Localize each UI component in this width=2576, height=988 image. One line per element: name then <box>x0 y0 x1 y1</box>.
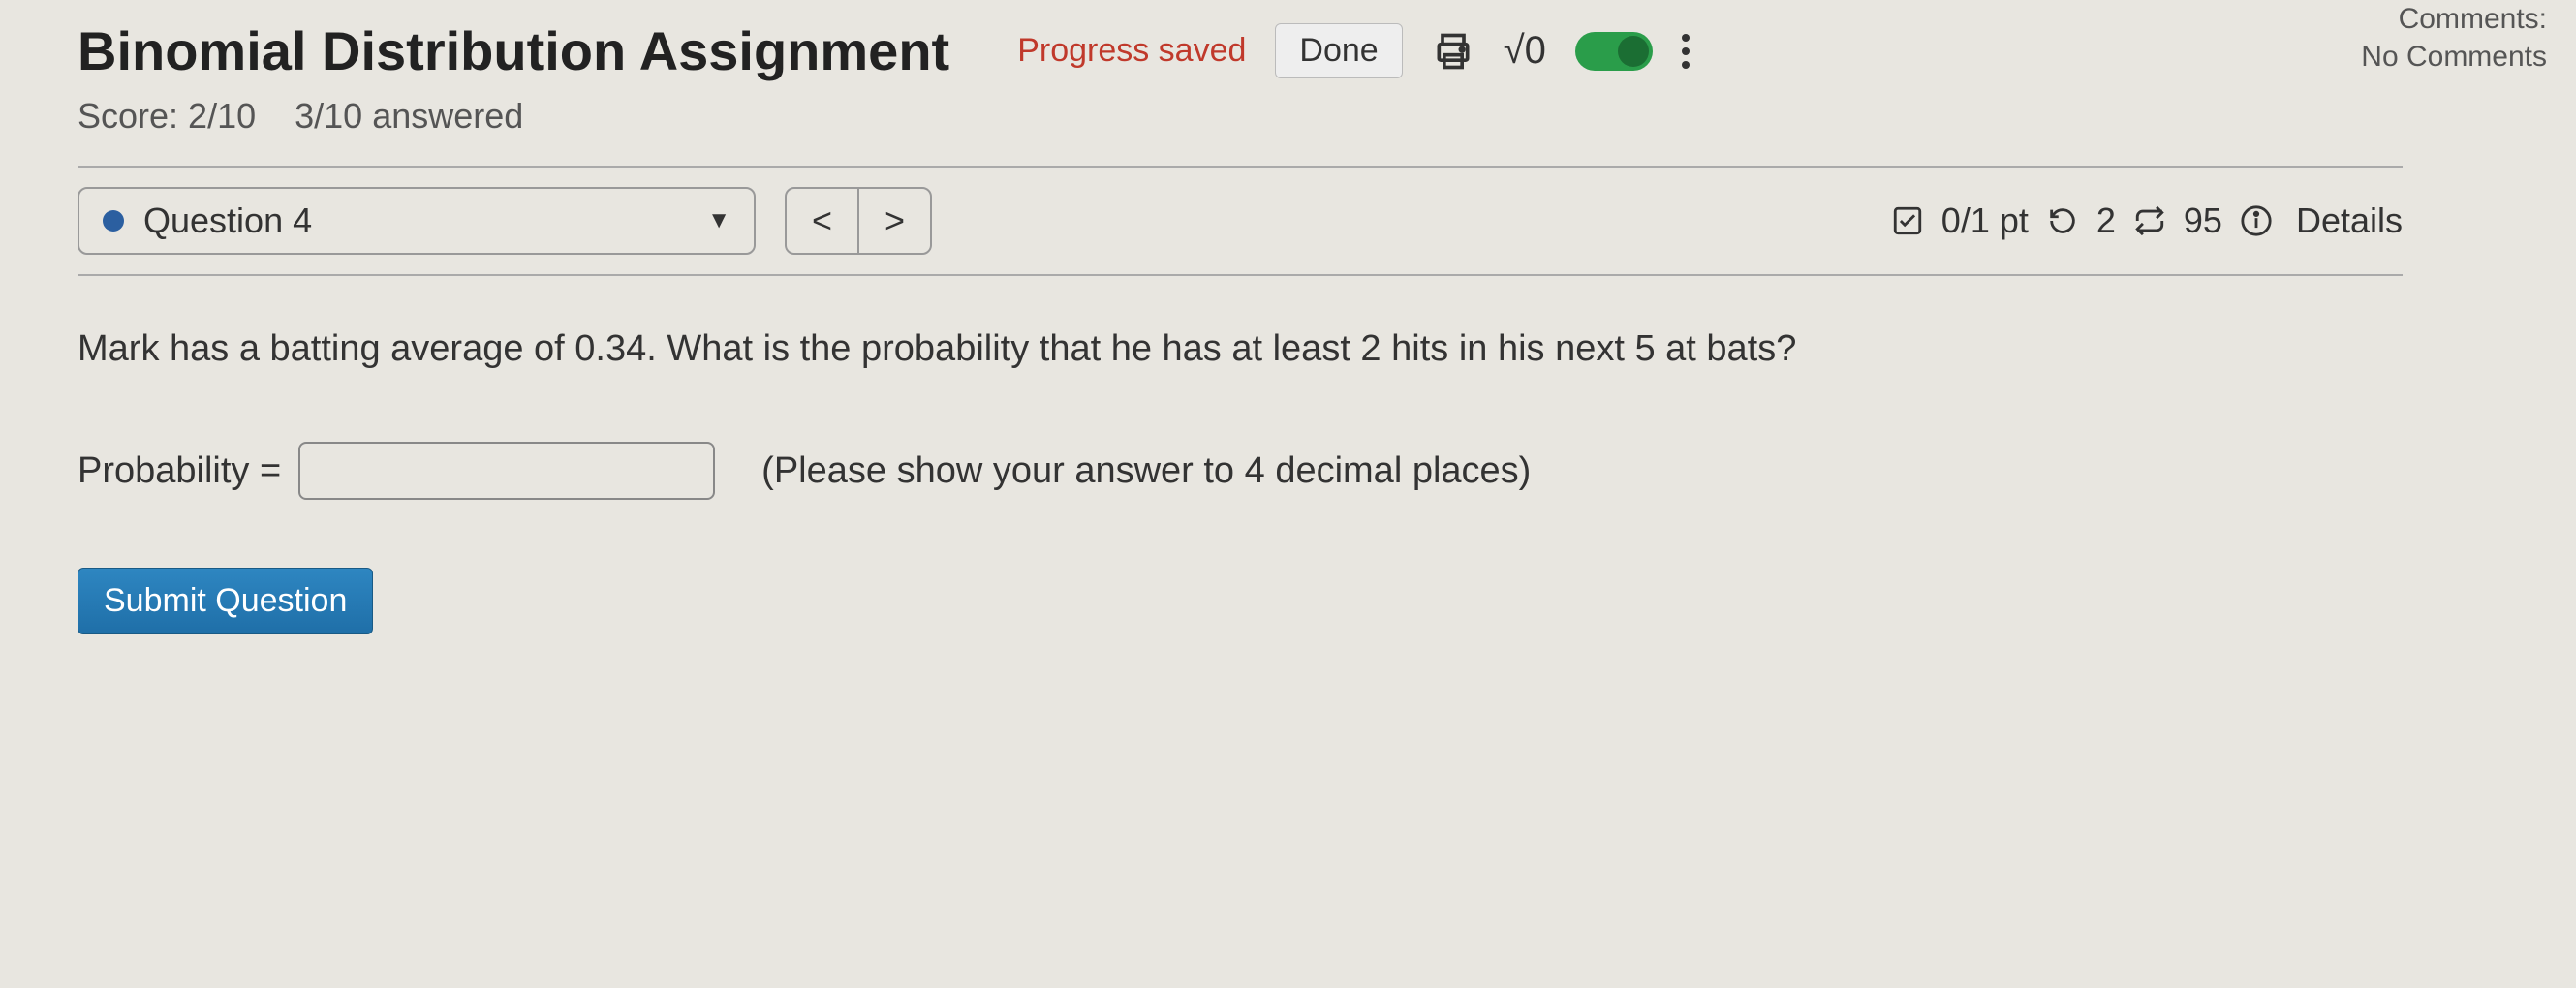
question-selector[interactable]: Question 4 ▼ <box>78 187 756 255</box>
score-text: Score: 2/10 <box>78 96 256 136</box>
progress-saved-text: Progress saved <box>1017 32 1246 70</box>
sqrt-icon[interactable]: √0 <box>1504 29 1546 73</box>
checkbox-icon <box>1891 204 1924 237</box>
status-dot-icon <box>103 210 124 232</box>
print-icon[interactable] <box>1432 30 1474 73</box>
attempts-left-text: 2 <box>2096 201 2116 241</box>
probability-label: Probability = <box>78 450 281 492</box>
done-button[interactable]: Done <box>1275 23 1402 78</box>
retry-icon <box>2046 204 2079 237</box>
submit-question-button[interactable]: Submit Question <box>78 568 373 634</box>
answered-text: 3/10 answered <box>295 96 523 136</box>
chevron-down-icon: ▼ <box>707 207 730 234</box>
prev-question-button[interactable]: < <box>787 189 859 253</box>
divider <box>78 166 2403 168</box>
question-prompt: Mark has a batting average of 0.34. What… <box>78 276 2073 374</box>
question-label: Question 4 <box>143 201 312 241</box>
details-link[interactable]: Details <box>2296 201 2403 241</box>
toggle-switch[interactable] <box>1575 32 1653 71</box>
next-question-button[interactable]: > <box>859 189 930 253</box>
info-icon[interactable] <box>2240 204 2273 237</box>
cycle-icon <box>2133 204 2166 237</box>
page-title: Binomial Distribution Assignment <box>78 19 949 82</box>
decimal-hint: (Please show your answer to 4 decimal pl… <box>761 450 1531 492</box>
probability-input[interactable] <box>298 442 715 500</box>
points-text: 0/1 pt <box>1941 201 2029 241</box>
kebab-menu-icon[interactable] <box>1682 34 1690 69</box>
tries-text: 95 <box>2184 201 2222 241</box>
